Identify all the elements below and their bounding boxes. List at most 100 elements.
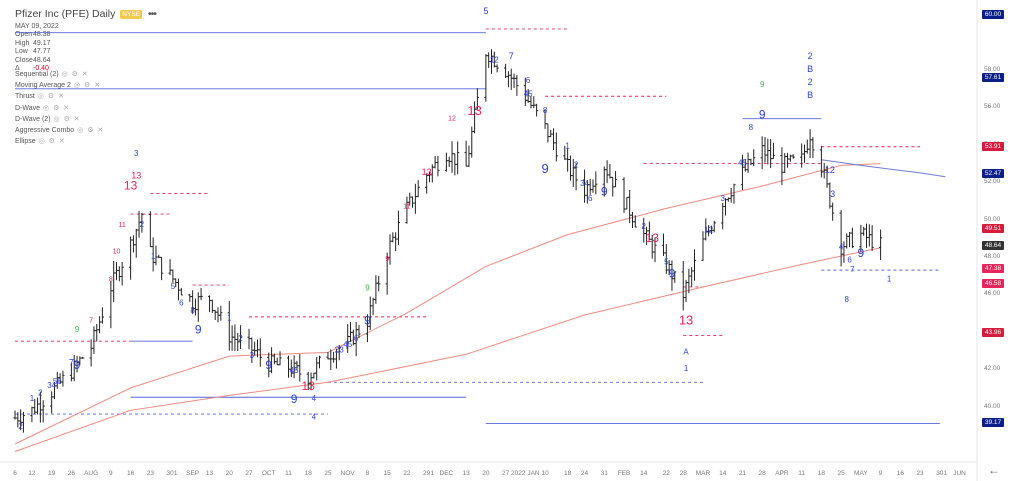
- scroll-back-icon[interactable]: ←: [988, 463, 1000, 477]
- indicator-thrust[interactable]: Thrust ◎ ⚙ ✕: [15, 93, 65, 101]
- time-tick-label: 18: [564, 470, 572, 477]
- ohlc-bar: [546, 123, 550, 143]
- ohlc-bar: [802, 144, 807, 163]
- ohlc-bar: [701, 231, 705, 261]
- ohlc-bar: [653, 237, 657, 263]
- sequential-count-label: 3: [134, 149, 139, 158]
- sequential-count-label: B: [807, 64, 813, 74]
- sequential-count-label: 9: [669, 267, 676, 281]
- sequential-count-label: 34: [580, 179, 589, 188]
- sequential-count-label: 5: [664, 258, 669, 267]
- time-tick-label: 16: [897, 470, 905, 477]
- symbol-title[interactable]: Pfizer Inc (PFE) Daily NYSE •••: [15, 8, 157, 20]
- ohlc-bar: [140, 212, 144, 233]
- sequential-count-label: 3: [830, 189, 835, 199]
- indicator-moving-average[interactable]: Moving Average 2 ◎ ⚙ ✕: [15, 82, 102, 90]
- sequential-count-label: 6: [526, 76, 531, 85]
- ohlc-bar: [475, 88, 480, 110]
- ohlc-bar: [81, 356, 85, 359]
- sequential-count-label: 6: [179, 299, 184, 308]
- time-tick-label: 13: [463, 470, 471, 477]
- sequential-count-label: 9: [291, 392, 298, 406]
- exchange-badge: NYSE: [120, 9, 142, 19]
- indicator-d-wave-2[interactable]: D-Wave (2) ◎ ⚙ ✕: [15, 115, 81, 123]
- ohlc-bar: [374, 275, 378, 304]
- sequential-count-label: 2: [18, 422, 23, 431]
- time-tick-label: 6: [13, 470, 17, 477]
- price-tick-label: 46.00: [984, 290, 1001, 298]
- time-tick-label: 11: [285, 470, 292, 477]
- sequential-count-label: 9: [365, 284, 370, 293]
- ohlc-bar: [13, 410, 17, 420]
- ohlc-bar: [109, 280, 113, 329]
- ohlc-bar: [470, 126, 474, 158]
- time-tick-label: 20: [226, 470, 234, 477]
- ohlc-bar: [391, 232, 395, 243]
- price-tick-label: 52.00: [984, 178, 1001, 186]
- sequential-count-label: 9: [760, 80, 765, 89]
- sequential-count-label: 45: [343, 340, 352, 349]
- ohlc-bar: [591, 179, 595, 193]
- ohlc-bar: [357, 325, 361, 339]
- sequential-count-label: 8: [109, 276, 113, 283]
- ohlc-bar: [749, 158, 753, 166]
- sequential-count-label: 5: [483, 6, 488, 16]
- ohlc-bar: [213, 310, 217, 321]
- ohlc-bar: [464, 140, 468, 167]
- ohlc-bar: [622, 177, 626, 213]
- ohlc-bar: [89, 339, 93, 367]
- sequential-count-label: 34: [47, 381, 56, 390]
- sequential-count-label: 56: [53, 377, 62, 386]
- sequential-count-label: 3: [720, 194, 725, 203]
- indicator-ellipse[interactable]: Ellipse ◎ ⚙ ✕: [15, 138, 66, 146]
- ohlc-bar: [207, 295, 212, 313]
- ohlc-bar: [613, 170, 618, 188]
- more-icon[interactable]: •••: [147, 8, 157, 20]
- ohlc-bar: [566, 148, 570, 172]
- sequential-count-label: 2: [808, 51, 813, 61]
- indicator-sequential[interactable]: Sequential (2) ◎ ⚙ ✕: [15, 71, 89, 78]
- price-tick-label: 48.00: [984, 253, 1001, 261]
- sequential-count-label: A: [683, 347, 689, 356]
- time-tick-label: 14: [719, 470, 727, 477]
- ohlc-bar: [509, 68, 513, 90]
- indicator-aggressive-combo[interactable]: Aggressive Combo ◎ ⚙ ✕: [15, 126, 105, 134]
- ohlc-bar: [117, 266, 121, 282]
- ohlc-bar: [729, 188, 733, 203]
- ohlc-bar: [568, 155, 573, 181]
- sequential-count-label: 6: [354, 334, 359, 343]
- time-tick-label: 30: [936, 470, 944, 477]
- sequential-count-label: 2: [574, 160, 579, 169]
- time-tick-label: 13: [206, 470, 214, 477]
- ohlc-bar: [633, 215, 637, 228]
- ohlc-bar: [188, 293, 192, 302]
- time-tick-label: 18: [305, 470, 313, 477]
- sequential-count-label: 11: [403, 203, 410, 210]
- ohlc-bar: [512, 73, 516, 89]
- time-tick-label: 16: [127, 470, 135, 477]
- indicator-d-wave[interactable]: D-Wave ◎ ⚙ ✕: [15, 104, 71, 112]
- sequential-count-label: 4: [839, 243, 844, 252]
- indicator-controls-icon: ◎ ⚙ ✕: [37, 93, 65, 101]
- ohlc-bar: [61, 370, 65, 387]
- ohlc-change: Δ -0.40: [15, 65, 49, 73]
- ohlc-bar: [315, 357, 319, 381]
- price-level-box: 39.17: [982, 417, 1004, 427]
- ohlc-bar: [611, 176, 615, 197]
- ohlc-bar: [92, 326, 96, 354]
- ohlc-bar: [850, 227, 854, 249]
- ohlc-close: Close48.64: [15, 56, 51, 64]
- time-tick-label: 9: [879, 470, 883, 477]
- ohlc-bar: [783, 153, 787, 173]
- ohlc-bar: [870, 225, 874, 251]
- ohlc-bar: [179, 287, 183, 296]
- time-tick-label: 12: [28, 470, 36, 477]
- ohlc-bar: [168, 259, 172, 276]
- ohlc-bar: [97, 316, 102, 334]
- indicator-controls-icon: ◎ ⚙ ✕: [43, 104, 71, 112]
- sequential-count-label: 13: [467, 103, 481, 118]
- ohlc-bar: [712, 220, 716, 233]
- ohlc-bar: [681, 261, 685, 311]
- price-tick-label: 42.00: [984, 365, 1001, 373]
